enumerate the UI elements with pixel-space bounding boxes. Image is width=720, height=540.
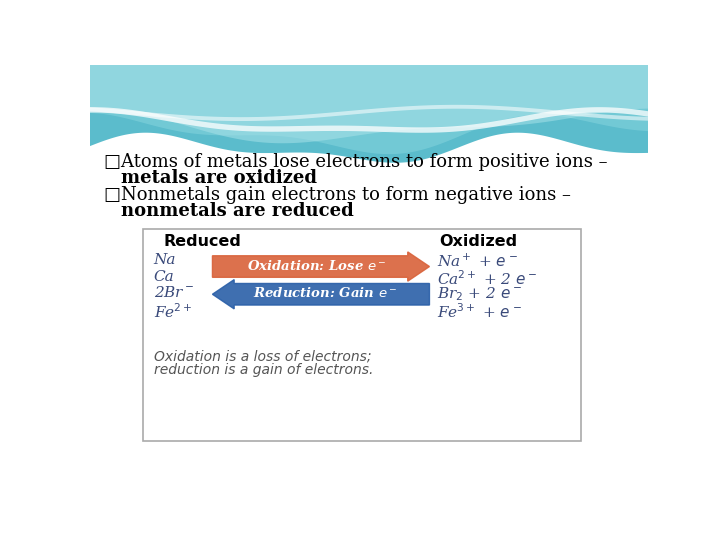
Text: 2Br$^-$: 2Br$^-$	[153, 285, 194, 300]
Text: Fe$^{3+}$ + $e^-$: Fe$^{3+}$ + $e^-$	[437, 302, 522, 321]
Text: Br$_2$ + 2 $e^-$: Br$_2$ + 2 $e^-$	[437, 285, 522, 303]
Polygon shape	[90, 65, 648, 163]
Text: Oxidation: Lose $e^-$: Oxidation: Lose $e^-$	[248, 259, 387, 273]
Text: Ca: Ca	[153, 269, 174, 284]
Text: □Atoms of metals lose electrons to form positive ions –: □Atoms of metals lose electrons to form …	[104, 153, 608, 171]
FancyArrow shape	[212, 252, 429, 281]
Polygon shape	[90, 107, 648, 133]
Text: Oxidized: Oxidized	[438, 234, 517, 249]
Text: □Nonmetals gain electrons to form negative ions –: □Nonmetals gain electrons to form negati…	[104, 186, 571, 204]
Text: Oxidation is a loss of electrons;: Oxidation is a loss of electrons;	[153, 350, 371, 364]
Polygon shape	[90, 105, 648, 121]
Text: nonmetals are reduced: nonmetals are reduced	[121, 202, 354, 220]
Text: Reduction: Gain $e^-$: Reduction: Gain $e^-$	[253, 287, 397, 300]
Text: metals are oxidized: metals are oxidized	[121, 168, 317, 187]
FancyArrow shape	[212, 280, 429, 309]
Text: Ca$^{2+}$ + 2 $e^-$: Ca$^{2+}$ + 2 $e^-$	[437, 269, 537, 288]
Polygon shape	[90, 65, 648, 154]
FancyBboxPatch shape	[143, 229, 580, 441]
Text: Reduced: Reduced	[163, 234, 241, 249]
Text: Na: Na	[153, 253, 176, 267]
Text: Na$^+$ + $e^-$: Na$^+$ + $e^-$	[437, 253, 518, 270]
Polygon shape	[90, 65, 648, 143]
Text: Fe$^{2+}$: Fe$^{2+}$	[153, 302, 192, 321]
Text: reduction is a gain of electrons.: reduction is a gain of electrons.	[153, 363, 373, 377]
